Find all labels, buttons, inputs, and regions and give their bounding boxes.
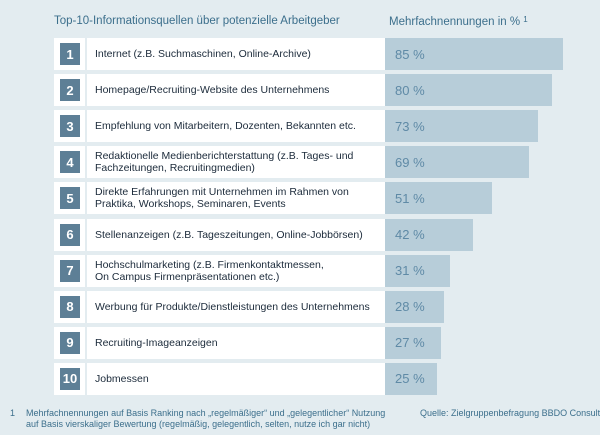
bar-value-label: 85 % [395, 46, 425, 62]
chart-row: 9 Recruiting-Imageanzeigen 27 % [54, 326, 594, 359]
value-axis-label-text: Mehrfachnennungen in % [389, 16, 521, 28]
bar-value-label: 28 % [395, 299, 425, 315]
bar [385, 326, 442, 359]
bar-value-label: 69 % [395, 154, 425, 170]
chart-row: 7 Hochschulmarketing (z.B. Firmenkontaktm… [54, 254, 594, 287]
rank-number: 6 [60, 223, 80, 246]
chart-row: 6 Stellenanzeigen (z.B. Tageszeitungen, O… [54, 218, 594, 251]
rank-cell: 4 [54, 146, 85, 179]
footnote-text-2: auf Basis vierskaliger Bewertung (regelm… [26, 419, 371, 429]
bar [385, 362, 438, 395]
category-label: Direkte Erfahrungen mit Unternehmen im R… [95, 186, 349, 211]
bar-value-label: 73 % [395, 118, 425, 134]
category-label: Werbung für Produkte/Dienstleistungen de… [95, 300, 370, 313]
bar [385, 74, 553, 107]
rank-cell: 5 [54, 182, 85, 215]
footnote-number: 1 [10, 408, 16, 418]
bar-value-label: 31 % [395, 263, 425, 279]
rank-cell: 2 [54, 74, 85, 107]
category-label: Stellenanzeigen (z.B. Tageszeitungen, On… [95, 228, 363, 241]
chart-title: Top-10-Informationsquellen über potenzie… [54, 15, 340, 27]
category-label-cell: Werbung für Produkte/Dienstleistungen de… [87, 290, 385, 323]
rank-number: 9 [60, 331, 80, 354]
category-label-cell: Internet (z.B. Suchmaschinen, Online-Arc… [87, 38, 385, 70]
category-label-cell: Empfehlung von Mitarbeitern, Dozenten, B… [87, 110, 385, 143]
value-axis-label: Mehrfachnennungen in % 1 [389, 15, 528, 28]
rank-cell: 10 [54, 362, 85, 395]
bar [385, 182, 492, 215]
chart-row: 8 Werbung für Produkte/Dienstleistungen d… [54, 290, 594, 323]
rank-number: 5 [60, 187, 80, 210]
category-label-cell: Stellenanzeigen (z.B. Tageszeitungen, On… [87, 218, 385, 251]
rank-cell: 8 [54, 290, 85, 323]
category-label: Redaktionelle Medienberichterstattung (z… [95, 150, 354, 175]
category-label: Jobmessen [95, 372, 149, 385]
rank-cell: 3 [54, 110, 85, 143]
rank-cell: 7 [54, 254, 85, 287]
footnote-marker: 1 [523, 15, 528, 24]
bar-value-label: 42 % [395, 227, 425, 242]
category-label-cell: Direkte Erfahrungen mit Unternehmen im R… [87, 182, 385, 215]
rank-number: 3 [60, 115, 80, 138]
footnote-text-1: Mehrfachnennungen auf Basis Ranking nach… [26, 408, 386, 418]
rank-cell: 1 [54, 38, 85, 70]
chart-row: 10 Jobmessen 25 % [54, 362, 594, 395]
bar [385, 38, 563, 70]
footnote: 1 Mehrfachnennungen auf Basis Ranking nac… [10, 408, 385, 430]
category-label-cell: Homepage/Recruiting-Website des Unterneh… [87, 74, 385, 107]
category-label-cell: Hochschulmarketing (z.B. Firmenkontaktme… [87, 254, 385, 287]
bar [385, 110, 538, 143]
rank-number: 4 [60, 151, 80, 174]
category-label: Internet (z.B. Suchmaschinen, Online-Arc… [95, 48, 311, 60]
chart-row: 4 Redaktionelle Medienberichterstattung (… [54, 146, 594, 179]
category-label-cell: Jobmessen [87, 362, 385, 395]
rank-number: 7 [60, 259, 80, 282]
source-note: Quelle: Zielgruppenbefragung BBDO Consul… [420, 408, 600, 418]
bar [385, 146, 530, 179]
bar-value-label: 51 % [395, 190, 425, 206]
chart-row: 5 Direkte Erfahrungen mit Unternehmen im … [54, 182, 594, 215]
rank-cell: 6 [54, 218, 85, 251]
category-label-cell: Redaktionelle Medienberichterstattung (z… [87, 146, 385, 179]
footnote-line-1: 1 Mehrfachnennungen auf Basis Ranking nac… [10, 408, 385, 419]
rank-number: 2 [60, 79, 80, 102]
bar-value-label: 27 % [395, 335, 425, 351]
bar-value-label: 25 % [395, 371, 425, 387]
bar-value-label: 80 % [395, 82, 425, 98]
category-label: Homepage/Recruiting-Website des Unterneh… [95, 84, 330, 97]
chart-rows: 1 Internet (z.B. Suchmaschinen, Online-Ar… [54, 38, 594, 395]
category-label-cell: Recruiting-Imageanzeigen [87, 326, 385, 359]
category-label: Empfehlung von Mitarbeitern, Dozenten, B… [95, 120, 356, 133]
bar [385, 254, 450, 287]
category-label: Recruiting-Imageanzeigen [95, 336, 218, 349]
rank-cell: 9 [54, 326, 85, 359]
rank-number: 8 [60, 295, 80, 318]
chart-row: 1 Internet (z.B. Suchmaschinen, Online-Ar… [54, 38, 594, 70]
bar [385, 290, 444, 323]
rank-number: 1 [60, 43, 80, 65]
footnote-line-2: auf Basis vierskaliger Bewertung (regelm… [10, 419, 385, 430]
bar [385, 218, 473, 251]
chart-row: 2 Homepage/Recruiting-Website des Unterne… [54, 74, 594, 107]
rank-number: 10 [60, 367, 80, 390]
chart-row: 3 Empfehlung von Mitarbeitern, Dozenten, … [54, 110, 594, 143]
category-label: Hochschulmarketing (z.B. Firmenkontaktme… [95, 258, 324, 283]
